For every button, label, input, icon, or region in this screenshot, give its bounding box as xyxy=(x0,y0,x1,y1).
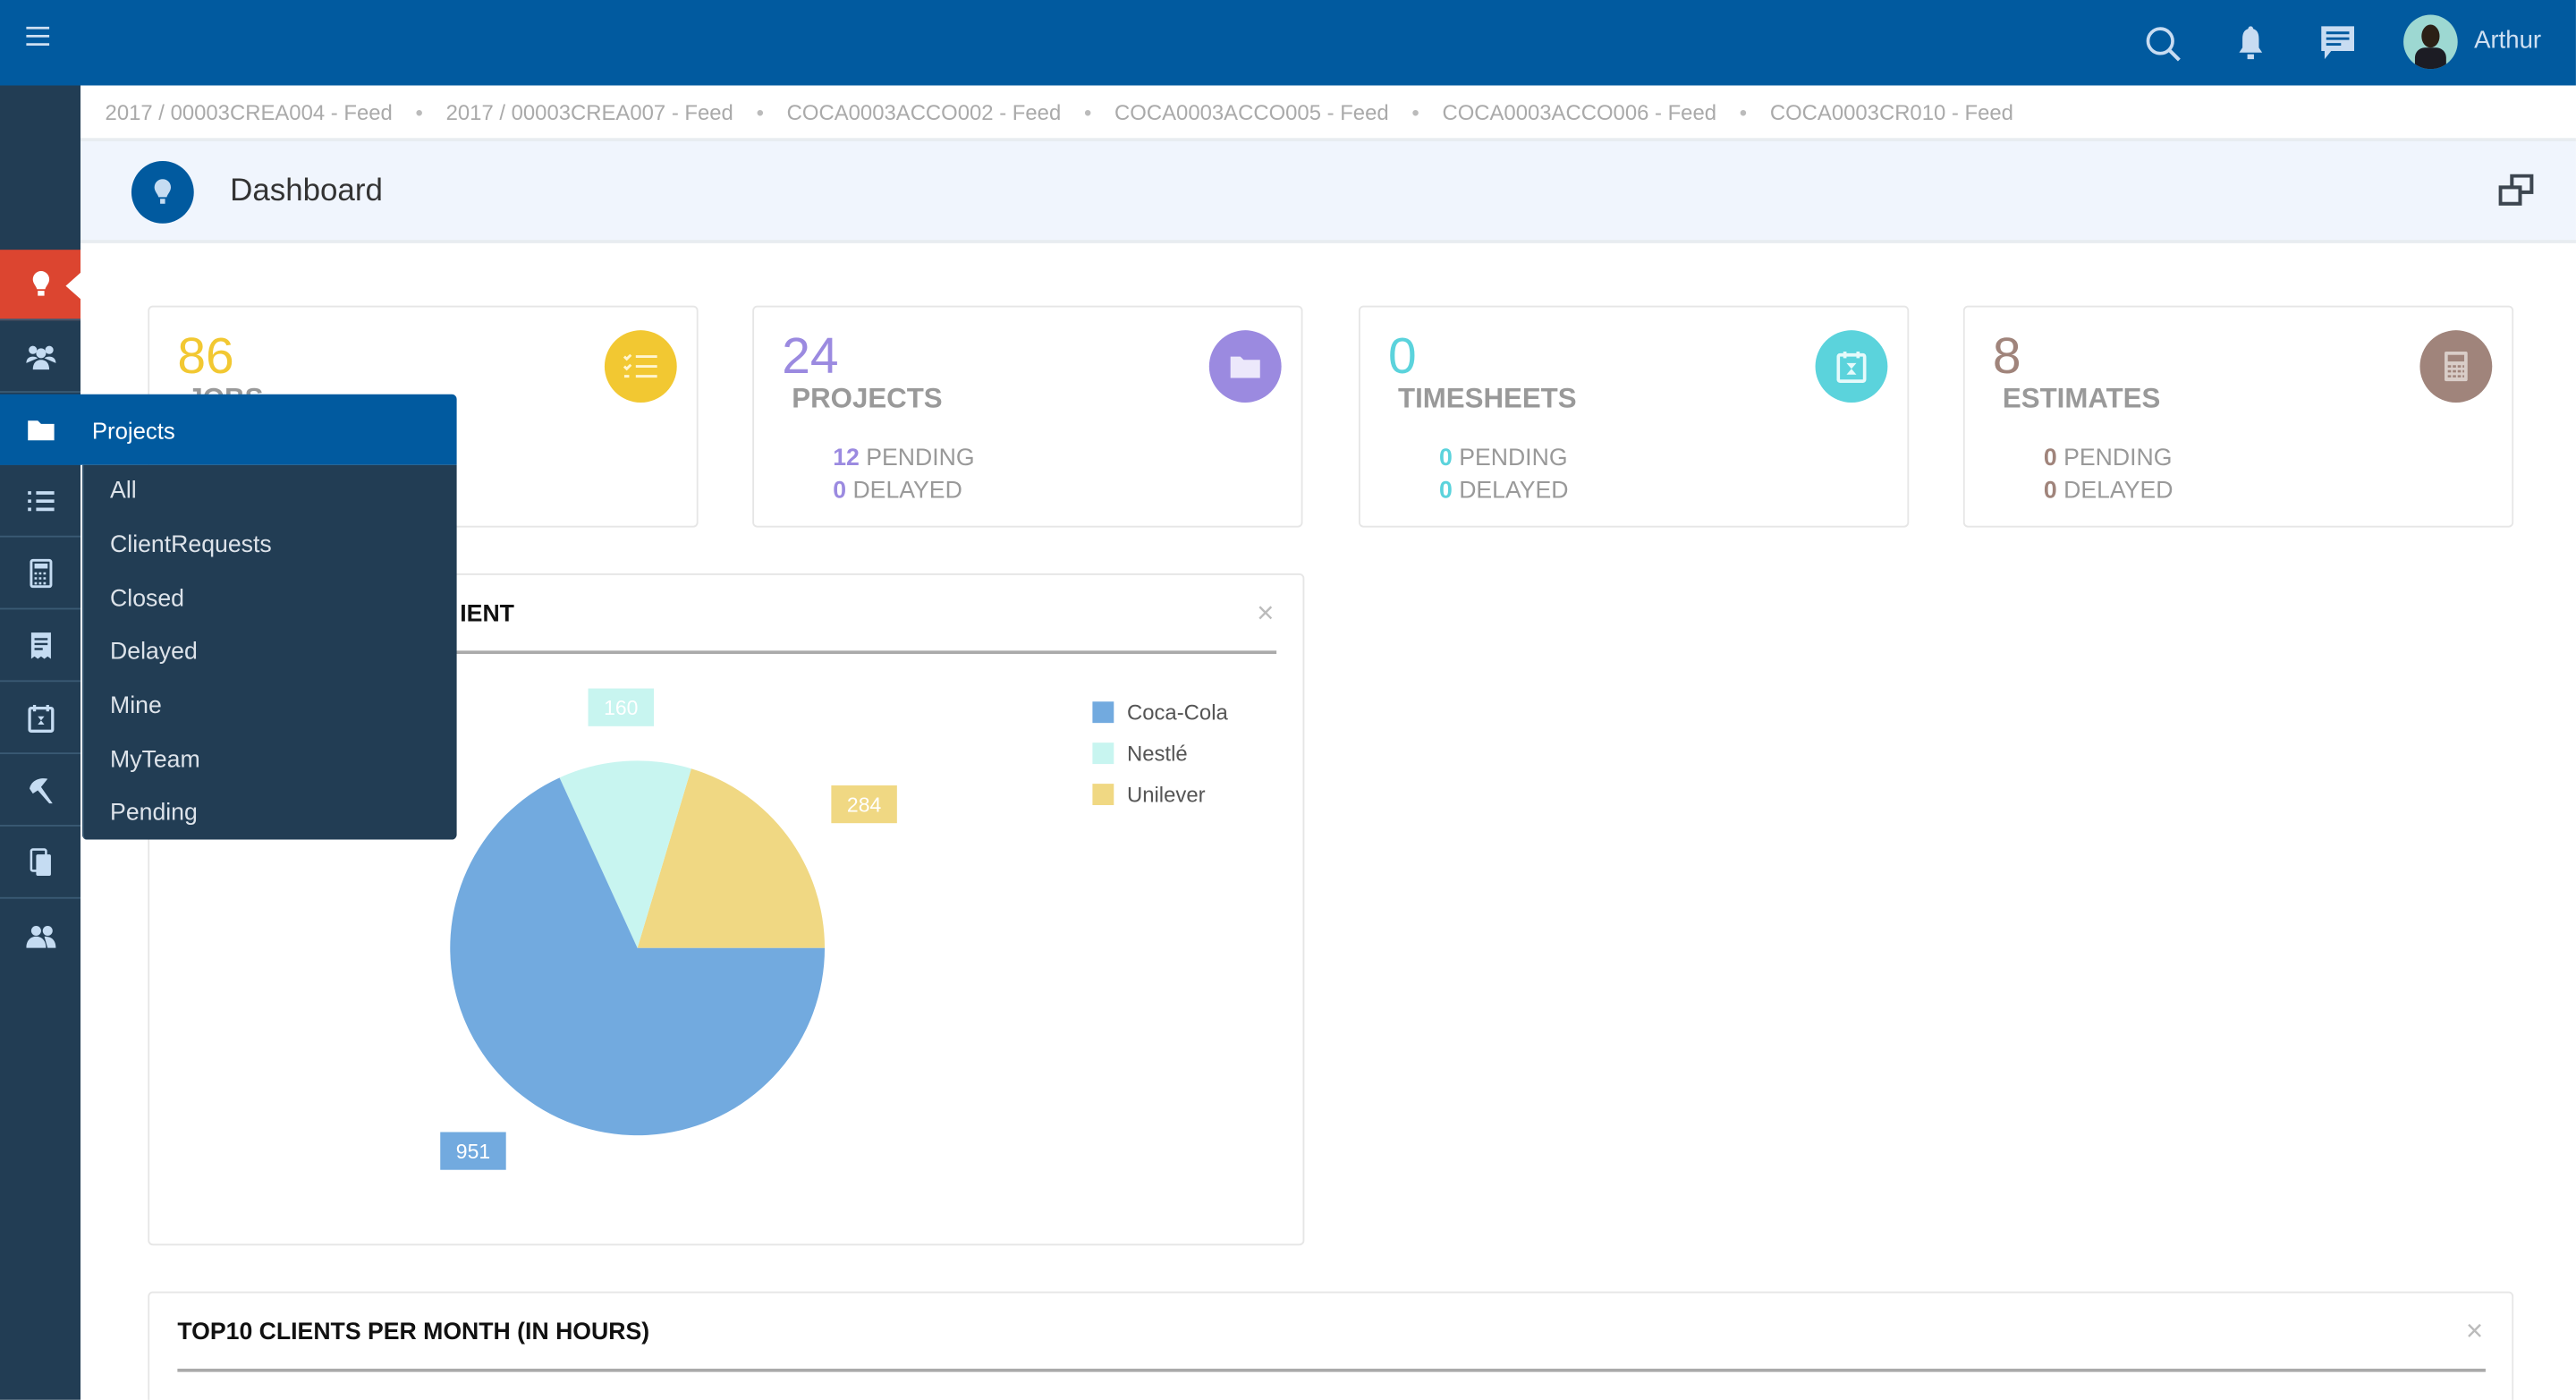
sidebar-item-users[interactable] xyxy=(0,322,80,393)
legend-item-coca-cola[interactable]: Coca-Cola xyxy=(1092,700,1228,725)
close-icon[interactable]: × xyxy=(1257,596,1275,630)
projects-card[interactable]: 24 PROJECTS 12 PENDING 0 DELAYED xyxy=(752,305,1303,528)
calculator-icon xyxy=(29,558,52,589)
estimates-label: ESTIMATES xyxy=(2002,382,2161,414)
legend-swatch xyxy=(1092,742,1114,765)
projects-submenu: All ClientRequests Closed Delayed Mine M… xyxy=(81,464,457,840)
separator: • xyxy=(1083,99,1092,124)
lightbulb-icon xyxy=(31,271,49,296)
sidebar-item-timesheets[interactable] xyxy=(0,683,80,755)
avatar[interactable] xyxy=(2403,14,2458,70)
separator: • xyxy=(756,99,764,124)
panel-title: TOP10 CLIENTS PER MONTH (IN HOURS) xyxy=(177,1319,650,1346)
menu-item-closed[interactable]: Closed xyxy=(110,586,184,614)
breadcrumb-item[interactable]: COCA0003CR010 - Feed xyxy=(1769,99,2013,124)
top-bar: Arthur xyxy=(0,0,2576,86)
breadcrumb-item[interactable]: COCA0003ACCO002 - Feed xyxy=(786,99,1062,124)
separator: • xyxy=(1411,99,1419,124)
menu-item-mine[interactable]: Mine xyxy=(110,693,162,720)
copy-icon xyxy=(29,848,51,876)
separator: • xyxy=(1739,99,1748,124)
sidebar-item-documents[interactable] xyxy=(0,828,80,899)
tools-icon xyxy=(29,778,52,804)
estimates-count: 8 xyxy=(1992,327,2021,385)
pie-slice-unilever[interactable] xyxy=(637,768,826,948)
restore-window-icon[interactable] xyxy=(2498,174,2535,208)
legend-item-unilever[interactable]: Unilever xyxy=(1092,782,1206,807)
sidebar-item-invoices[interactable] xyxy=(0,611,80,683)
calendar-hourglass-icon xyxy=(1815,330,1888,403)
users-icon xyxy=(25,345,55,370)
sidebar-item-tools[interactable] xyxy=(0,756,80,827)
estimates-card[interactable]: 8 ESTIMATES 0 PENDING 0 DELAYED xyxy=(1962,305,2514,528)
lightbulb-icon xyxy=(131,160,194,224)
bell-icon[interactable] xyxy=(2234,23,2267,63)
breadcrumb-item[interactable]: 2017 / 00003CREA007 - Feed xyxy=(445,99,733,124)
separator: • xyxy=(415,99,423,124)
value-label-nestle: 160 xyxy=(588,688,655,726)
legend-label: Coca-Cola xyxy=(1126,700,1228,725)
folder-icon xyxy=(28,420,55,440)
breadcrumb-item[interactable]: COCA0003ACCO006 - Feed xyxy=(1442,99,1717,124)
projects-label: PROJECTS xyxy=(792,382,943,414)
menu-item-all[interactable]: All xyxy=(110,478,137,505)
pie-slice-nestl-[interactable] xyxy=(559,760,691,948)
timesheets-delayed: 0 DELAYED xyxy=(1438,478,1569,505)
sidebar-item-dashboard[interactable] xyxy=(0,250,80,321)
sidebar-item-team[interactable] xyxy=(0,901,80,972)
divider xyxy=(177,1368,2486,1372)
breadcrumb-item[interactable]: 2017 / 00003CREA004 - Feed xyxy=(105,99,393,124)
projects-menu-header[interactable]: Projects xyxy=(0,394,457,465)
page-header: Dashboard xyxy=(80,140,2576,243)
timesheets-count: 0 xyxy=(1388,327,1417,385)
legend-swatch xyxy=(1092,701,1114,724)
breadcrumb-item[interactable]: COCA0003ACCO005 - Feed xyxy=(1114,99,1389,124)
projects-count: 24 xyxy=(782,327,839,385)
legend-swatch xyxy=(1092,784,1114,805)
legend-item-nestle[interactable]: Nestlé xyxy=(1092,741,1188,766)
value-label-unilever: 284 xyxy=(831,785,897,824)
checklist-icon xyxy=(604,330,677,403)
team-icon xyxy=(25,925,55,947)
estimates-delayed: 0 DELAYED xyxy=(2043,478,2174,505)
legend-label: Nestlé xyxy=(1126,741,1188,766)
jobs-count: 86 xyxy=(177,327,234,385)
pie-slice-coca-cola[interactable] xyxy=(450,777,826,1136)
list-icon xyxy=(27,491,54,512)
folder-icon xyxy=(1208,330,1282,403)
close-icon[interactable]: × xyxy=(2465,1314,2484,1348)
sidebar-item-estimates[interactable] xyxy=(0,539,80,610)
sidebar xyxy=(0,85,80,1400)
top10-clients-panel: TOP10 CLIENTS PER MONTH (IN HOURS) × xyxy=(148,1291,2514,1400)
value-label-coca-cola: 951 xyxy=(440,1132,506,1170)
sidebar-item-list[interactable] xyxy=(0,467,80,538)
timesheets-label: TIMESHEETS xyxy=(1398,382,1577,414)
menu-item-pending[interactable]: Pending xyxy=(110,800,198,827)
menu-item-delayed[interactable]: Delayed xyxy=(110,639,198,666)
divider xyxy=(177,650,1277,655)
menu-item-clientrequests[interactable]: ClientRequests xyxy=(110,532,272,559)
calculator-icon xyxy=(2419,330,2493,403)
timesheets-pending: 0 PENDING xyxy=(1438,445,1568,472)
projects-pending: 12 PENDING xyxy=(833,445,975,472)
projects-menu-title: Projects xyxy=(91,416,175,443)
search-icon[interactable] xyxy=(2144,25,2183,64)
estimates-pending: 0 PENDING xyxy=(2043,445,2173,472)
chat-icon[interactable] xyxy=(2319,25,2355,64)
user-name[interactable]: Arthur xyxy=(2474,26,2542,55)
receipt-icon xyxy=(30,632,51,659)
panel-title: IENT xyxy=(460,601,514,628)
projects-delayed: 0 DELAYED xyxy=(833,478,962,505)
menu-item-myteam[interactable]: MyTeam xyxy=(110,747,200,775)
legend-label: Unilever xyxy=(1126,782,1206,807)
page-title: Dashboard xyxy=(230,174,383,209)
timesheets-card[interactable]: 0 TIMESHEETS 0 PENDING 0 DELAYED xyxy=(1358,305,1910,528)
hamburger-icon[interactable] xyxy=(25,25,51,48)
calendar-icon xyxy=(27,704,54,733)
breadcrumb: 2017 / 00003CREA004 - Feed • 2017 / 00003… xyxy=(80,86,2576,141)
